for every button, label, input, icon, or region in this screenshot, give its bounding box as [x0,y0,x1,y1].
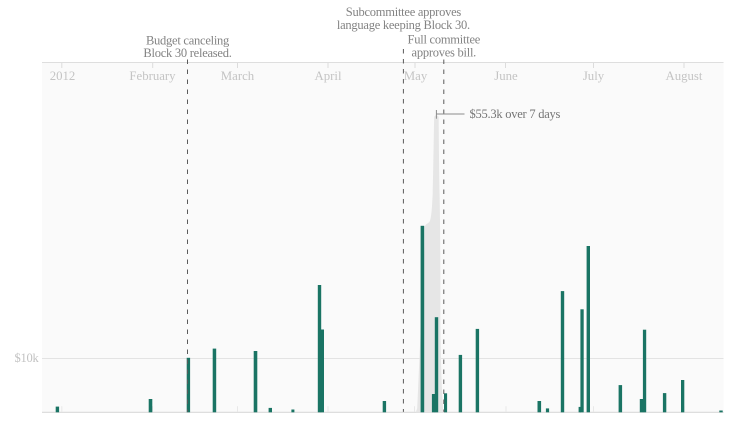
svg-text:March: March [221,69,255,83]
svg-text:language keeping Block 30.: language keeping Block 30. [337,18,470,32]
svg-text:February: February [129,69,176,83]
svg-text:Budget canceling: Budget canceling [146,33,230,47]
svg-text:Block 30 released.: Block 30 released. [143,46,231,60]
svg-text:April: April [314,69,341,83]
svg-text:2012: 2012 [50,69,76,83]
svg-text:May: May [404,69,428,83]
svg-text:Subcommittee approves: Subcommittee approves [346,5,462,19]
svg-text:Full committee: Full committee [408,33,481,47]
svg-text:July: July [583,69,605,83]
svg-text:$55.3k over 7 days: $55.3k over 7 days [470,107,561,121]
svg-text:June: June [494,69,518,83]
svg-text:approves bill.: approves bill. [412,45,477,59]
svg-text:$10k: $10k [15,351,40,365]
svg-text:August: August [666,69,703,83]
